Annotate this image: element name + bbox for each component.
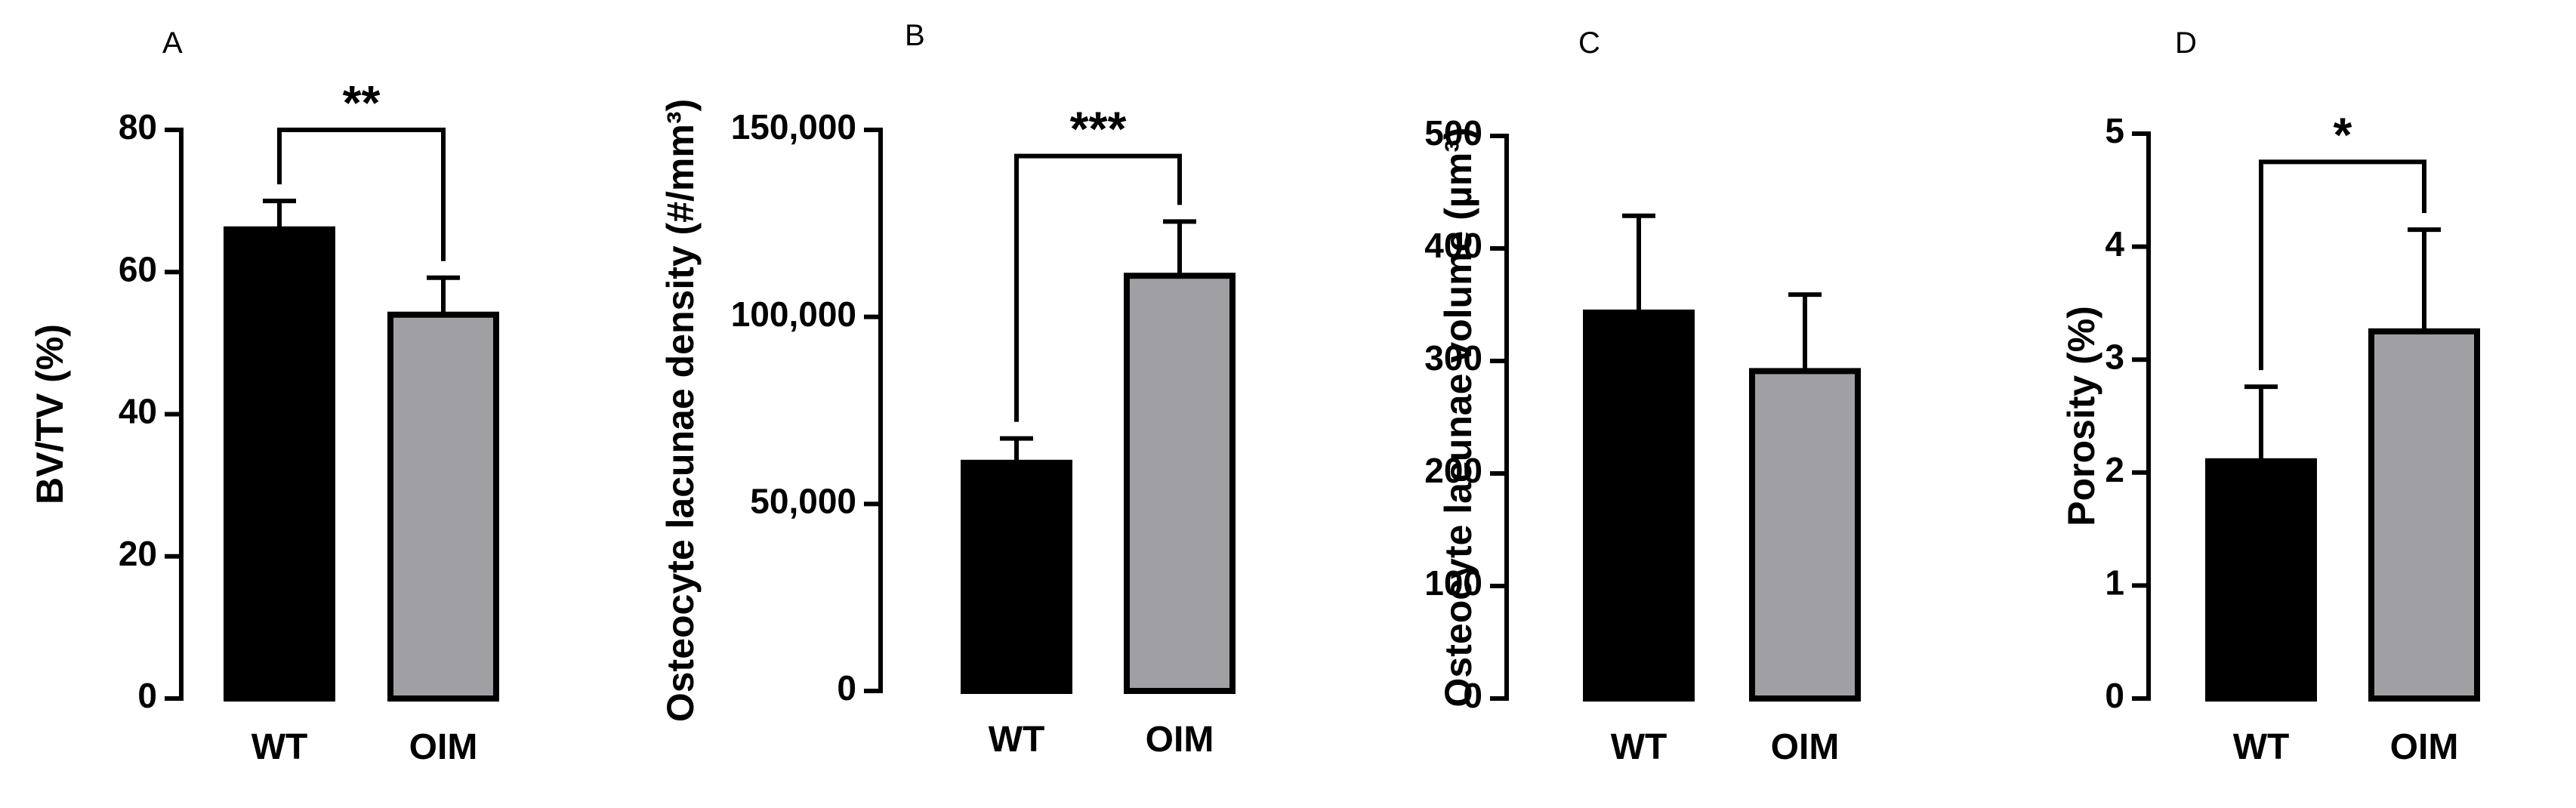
panel-letter: D (2175, 26, 2197, 60)
x-tick-label: OIM (1146, 720, 1214, 760)
significance-label: * (2334, 107, 2352, 162)
y-axis-title: Osteocyte lacunae volume (µm³) (1437, 128, 1479, 708)
y-tick-label: 2 (2105, 450, 2124, 489)
bar-oim (1749, 368, 1861, 702)
y-tick-label: 80 (119, 107, 157, 146)
x-tick-label: WT (2233, 727, 2290, 767)
bar-wt (224, 226, 335, 702)
panel-letter: B (905, 19, 925, 52)
y-axis-title: Osteocyte lacunae density (#/mm³) (659, 99, 702, 722)
y-axis-title: Porosity (%) (2060, 306, 2102, 526)
y-tick-label: 3 (2105, 337, 2124, 376)
y-tick-label: 4 (2105, 224, 2124, 264)
y-axis-title: BV/TV (%) (29, 324, 71, 504)
y-tick-label: 1 (2105, 563, 2124, 603)
bar-wt (2205, 458, 2317, 702)
x-tick-label: WT (989, 720, 1045, 760)
x-tick-label: OIM (409, 727, 478, 767)
bar-wt (961, 459, 1072, 694)
y-tick-label: 0 (1463, 676, 1482, 715)
panel-letter: A (162, 26, 183, 60)
y-tick-label: 0 (837, 668, 856, 708)
bar-oim (2368, 328, 2480, 702)
panel-a: A BV/TV (%) 0 20 40 60 80 WT OIM ** (29, 26, 499, 767)
bar-oim (1124, 273, 1236, 694)
significance-label: ** (343, 76, 381, 130)
significance-label: *** (1070, 102, 1127, 156)
y-tick-label: 20 (119, 534, 157, 573)
y-tick-label: 40 (119, 392, 157, 431)
significance-bracket (1014, 153, 1182, 422)
panel-c: C Osteocyte lacunae volume (µm³)0 100 200 30… (1424, 26, 1861, 767)
y-tick-label: 150,000 (731, 107, 856, 146)
y-tick-label: 60 (119, 249, 157, 288)
y-tick-label: 400 (1424, 226, 1482, 265)
x-tick-label: WT (251, 727, 308, 767)
y-tick-label: 500 (1424, 113, 1482, 153)
y-tick-label: 0 (2105, 676, 2124, 715)
panel-b: B Osteocyte lacunae density (#/mm³) 0 50,00… (659, 19, 1236, 760)
x-tick-label: WT (1611, 727, 1667, 767)
y-tick-label: 5 (2105, 111, 2124, 150)
y-tick-label: 100,000 (731, 295, 856, 334)
x-tick-label: OIM (2390, 727, 2459, 767)
y-tick-label: 100 (1424, 563, 1482, 603)
panel-d: D Porosity (%) 0 1 2 3 4 5 WT OIM * (2060, 26, 2480, 767)
bar-oim (387, 311, 499, 702)
y-tick-label: 300 (1424, 338, 1482, 378)
x-tick-label: OIM (1771, 727, 1840, 767)
y-tick-label: 0 (137, 676, 157, 715)
y-tick-label: 200 (1424, 451, 1482, 490)
panel-letter: C (1578, 26, 1600, 60)
significance-bracket (2259, 159, 2426, 371)
y-tick-label: 50,000 (750, 481, 856, 520)
bar-wt (1583, 309, 1695, 702)
significance-bracket (277, 128, 446, 261)
